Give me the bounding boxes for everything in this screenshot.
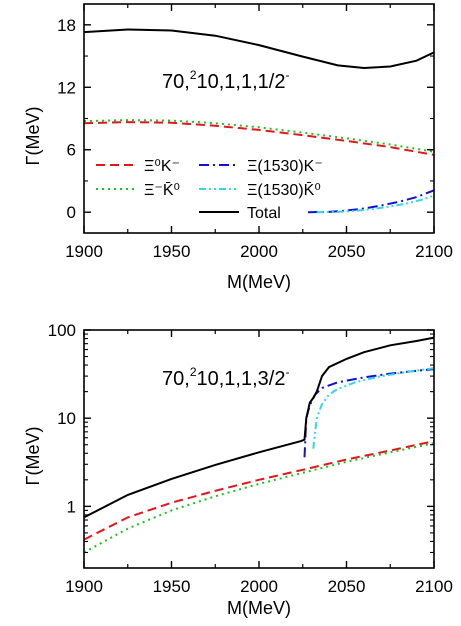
bottom-series-xi1530kbar bbox=[312, 367, 435, 449]
top-series-ximk bbox=[83, 119, 435, 153]
bottom-series-layer bbox=[83, 336, 435, 554]
bottom-ytick-label: 10 bbox=[57, 409, 76, 428]
top-ytick-label: 6 bbox=[67, 141, 76, 160]
top-series-xi1530k bbox=[307, 189, 435, 214]
bottom-xtick-label: 1950 bbox=[153, 577, 191, 596]
top-legend: Ξ⁰K⁻ Ξ⁻K̄⁰ Ξ(1530)K⁻ Ξ(1530)K̄⁰ Total bbox=[96, 158, 323, 222]
bottom-ylabel: Γ(MeV) bbox=[23, 427, 43, 486]
bottom-series-ximk bbox=[83, 442, 435, 554]
bottom-xtick-label: 1900 bbox=[65, 577, 103, 596]
legend-label-ximk: Ξ⁻K̄⁰ bbox=[144, 182, 180, 199]
bottom-ticks: 1900 1950 2000 2050 2100 1 10 100 bbox=[48, 321, 453, 596]
legend-label-xi1530kbar: Ξ(1530)K̄⁰ bbox=[247, 182, 321, 199]
top-xtick-label: 1900 bbox=[65, 242, 103, 261]
bottom-series-xi1530k bbox=[303, 368, 435, 458]
bottom-annotation: 70,210,1,1,3/2- bbox=[162, 365, 289, 390]
bottom-xlabel: M(MeV) bbox=[227, 598, 291, 618]
top-series-xi0k bbox=[83, 121, 435, 156]
legend-label-xi1530k: Ξ(1530)K⁻ bbox=[247, 158, 323, 175]
top-panel: 1900 1950 2000 2050 2100 0 6 12 18 70,210,1,1,1/… bbox=[23, 3, 453, 292]
bottom-xtick-label: 2100 bbox=[415, 577, 453, 596]
top-xtick-label: 2050 bbox=[328, 242, 366, 261]
bottom-series-total bbox=[83, 336, 435, 519]
top-series-xi1530kbar bbox=[316, 194, 435, 214]
top-ytick-label: 18 bbox=[57, 16, 76, 35]
top-xtick-label: 2100 bbox=[415, 242, 453, 261]
top-ytick-label: 0 bbox=[67, 203, 76, 222]
bottom-panel: 1900 1950 2000 2050 2100 1 10 100 70,210,1,1,3/… bbox=[23, 321, 453, 618]
top-xtick-label: 2000 bbox=[240, 242, 278, 261]
bottom-ytick-label: 1 bbox=[67, 497, 76, 516]
legend-label-xi0k: Ξ⁰K⁻ bbox=[144, 158, 180, 175]
bottom-plot-frame bbox=[83, 329, 435, 569]
bottom-ytick-label: 100 bbox=[48, 321, 76, 340]
bottom-series-xi0k bbox=[83, 440, 435, 541]
top-series-layer bbox=[83, 28, 435, 214]
top-ticks: 1900 1950 2000 2050 2100 0 6 12 18 bbox=[57, 4, 453, 261]
bottom-xtick-label: 2000 bbox=[240, 577, 278, 596]
top-xtick-label: 1950 bbox=[153, 242, 191, 261]
top-xlabel: M(MeV) bbox=[227, 272, 291, 292]
top-ytick-label: 12 bbox=[57, 78, 76, 97]
top-ylabel: Γ(MeV) bbox=[23, 107, 43, 166]
top-series-total bbox=[83, 28, 435, 70]
legend-label-total: Total bbox=[247, 205, 281, 222]
top-annotation: 70,210,1,1,1/2- bbox=[162, 68, 289, 93]
bottom-xtick-label: 2050 bbox=[328, 577, 366, 596]
